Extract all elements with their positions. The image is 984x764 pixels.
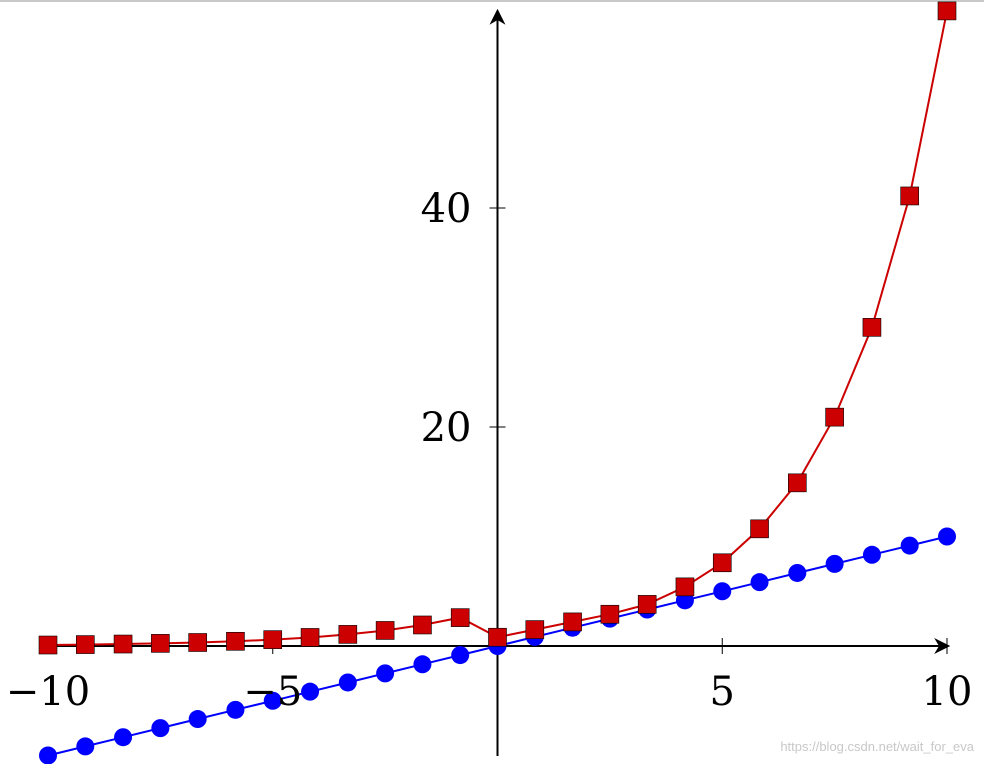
series-1-point (600, 604, 620, 624)
series-0-point (263, 691, 282, 710)
series-1-point (413, 615, 432, 635)
series-1-point (300, 628, 320, 647)
series-0-point (451, 646, 470, 665)
series-1-point (38, 635, 58, 655)
series-0-point (226, 700, 245, 719)
tick-labels: −10 −5 5 10 20 40 (6, 186, 973, 715)
series-1-point (488, 627, 507, 647)
series-1-point (188, 633, 207, 652)
series-0-point (750, 573, 769, 592)
series-0-point (788, 563, 807, 582)
series-1-point (525, 620, 545, 639)
series-0-point (862, 545, 881, 564)
watermark-text: https://blog.csdn.net/wait_for_eva (780, 739, 974, 754)
series-0-point (301, 682, 320, 701)
series-1-point (750, 519, 769, 539)
y-tick-label: 40 (421, 186, 472, 232)
series-0-point (188, 710, 207, 729)
series-1-point (788, 473, 807, 493)
y-tick-label: 20 (421, 405, 472, 451)
series-1-point (637, 595, 657, 614)
series-1-point (825, 407, 844, 427)
x-tick-label: 10 (922, 669, 973, 715)
series-1-point (450, 608, 470, 627)
series-1-point (675, 577, 695, 597)
series-0-point (376, 664, 395, 683)
plot-area (38, 1, 957, 764)
series-1-point (712, 553, 732, 573)
series-0-point (76, 737, 95, 756)
series-0-point (413, 655, 432, 674)
series-0-point (338, 673, 357, 692)
series-0-point (114, 728, 133, 747)
series-1-point (263, 630, 283, 649)
series-1-point (862, 318, 882, 337)
series-0-point (900, 536, 919, 555)
series-1-point (226, 631, 245, 651)
series-0-point (39, 746, 57, 764)
x-tick-label: −5 (243, 669, 302, 715)
series-0-point (151, 719, 170, 738)
series-1-point (563, 612, 582, 632)
series-0-point (713, 582, 732, 601)
series-1-point (76, 635, 95, 654)
series-1-point (151, 634, 170, 653)
series-1-point (375, 621, 395, 640)
series-0-point (825, 554, 844, 573)
series-1-point (113, 634, 133, 654)
series-1-point (338, 625, 358, 644)
series-1-point (937, 1, 957, 21)
series-0-point (938, 527, 956, 546)
x-tick-label: −10 (6, 669, 90, 715)
x-tick-label: 5 (710, 669, 735, 715)
series-1-point (900, 186, 919, 206)
top-border (0, 0, 984, 2)
